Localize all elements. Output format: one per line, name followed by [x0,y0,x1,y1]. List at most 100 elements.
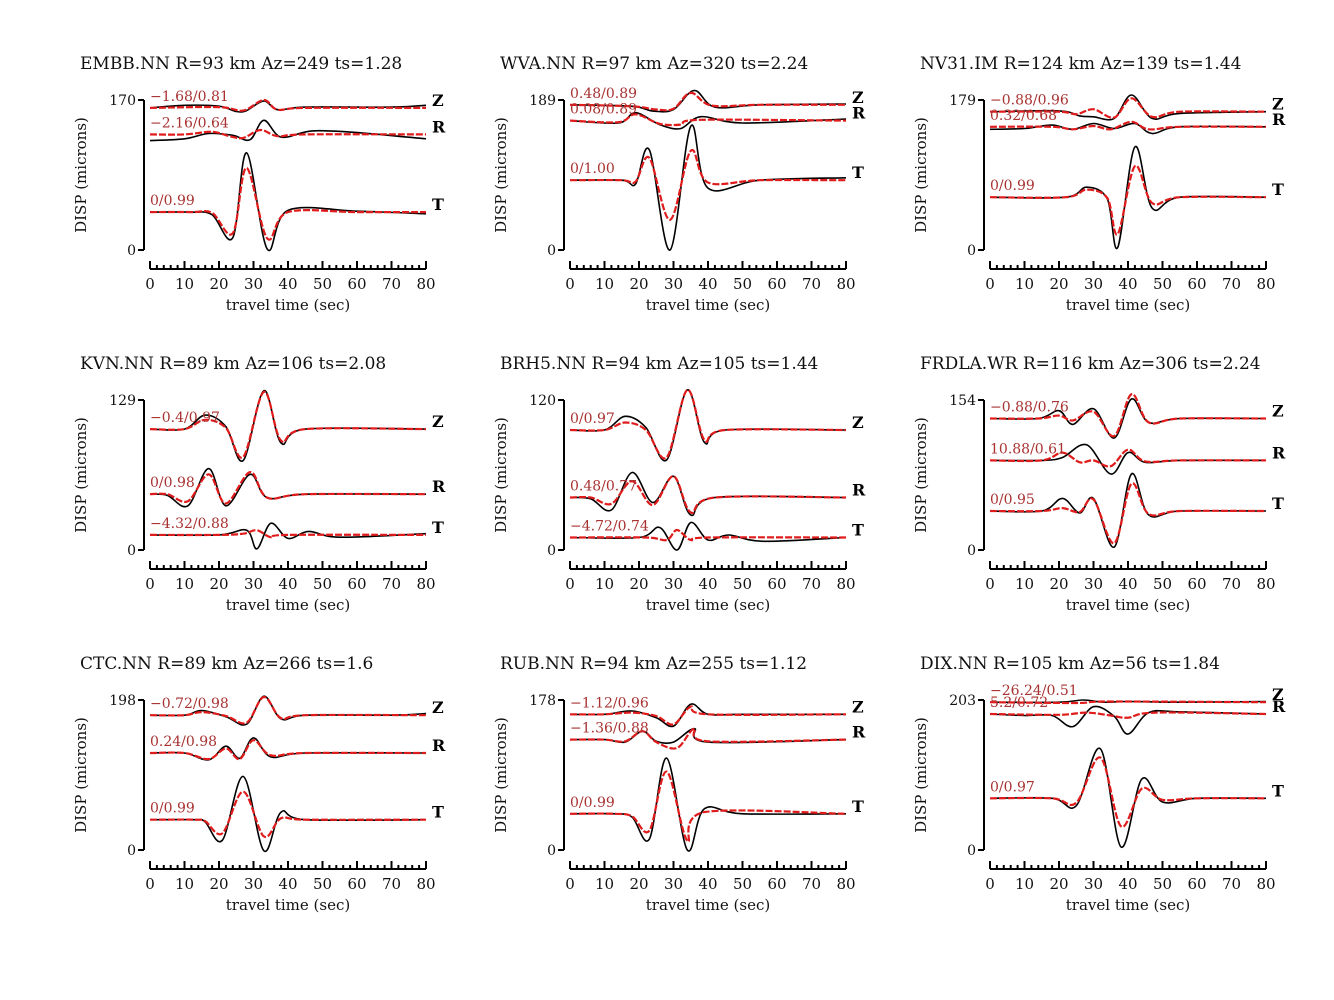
trace-annotation: −0.88/0.96 [990,93,1069,109]
panel-2: WVA.NN R=97 km Az=320 ts=2.24 189 0 DISP (m… [492,54,866,314]
component-label-t: T [1272,494,1284,513]
observed-trace-t [569,124,847,251]
synthetic-trace-z [569,91,847,112]
component-label-z: Z [1272,95,1284,114]
panel-title: NV31.IM R=124 km Az=139 ts=1.44 [920,54,1241,74]
x-tick-label: 70 [802,275,821,293]
synthetic-trace-z [149,390,427,459]
panel-4: KVN.NN R=89 km Az=106 ts=2.08 129 0 DISP (m… [72,354,446,614]
y-axis-label: DISP (microns) [492,417,510,533]
observed-trace-r [569,471,847,517]
x-tick-label: 70 [802,575,821,593]
component-label-z: Z [432,698,444,717]
x-tick-label: 30 [664,275,683,293]
component-label-t: T [432,518,444,537]
x-tick-label: 20 [629,575,648,593]
component-label-z: Z [432,91,444,110]
x-tick-label: 80 [416,575,435,593]
y-tick-label-max: 179 [949,93,976,109]
trace-annotation: 0.24/0.98 [150,734,217,750]
y-axis-label: DISP (microns) [72,717,90,833]
x-tick-label: 40 [1118,275,1137,293]
component-label-z: Z [852,88,864,107]
y-tick-label-max: 203 [949,693,976,709]
trace-annotation: 0/0.97 [990,779,1035,795]
observed-trace-t [149,152,427,252]
component-label-r: R [1272,697,1286,716]
x-axis-label: travel time (sec) [1066,896,1190,914]
trace-annotation: −1.12/0.96 [570,695,649,711]
component-label-t: T [1272,781,1284,800]
panel-title: RUB.NN R=94 km Az=255 ts=1.12 [500,654,807,674]
x-tick-label: 20 [1049,575,1068,593]
synthetic-trace-z [569,705,847,726]
component-label-t: T [432,195,444,214]
synthetic-trace-t [989,756,1267,828]
trace-annotation: 0.48/0.89 [570,86,637,102]
x-tick-label: 60 [347,875,366,893]
component-label-r: R [852,723,866,742]
panel-title: CTC.NN R=89 km Az=266 ts=1.6 [80,654,373,674]
x-axis-label: travel time (sec) [646,896,770,914]
x-tick-label: 60 [767,275,786,293]
synthetic-trace-z [149,98,427,112]
x-tick-label: 70 [1222,275,1241,293]
panel-title: DIX.NN R=105 km Az=56 ts=1.84 [920,654,1220,674]
trace-annotation: −1.68/0.81 [150,89,229,105]
x-tick-label: 40 [698,275,717,293]
y-tick-label-min: 0 [127,843,136,859]
y-tick-label-max: 129 [109,393,136,409]
y-tick-label-min: 0 [967,243,976,259]
x-axis-label: travel time (sec) [1066,596,1190,614]
x-tick-label: 10 [175,275,194,293]
x-tick-label: 50 [733,875,752,893]
y-axis-label: DISP (microns) [912,417,930,533]
trace-annotation: 0.08/0.89 [570,102,637,118]
x-tick-label: 30 [244,575,263,593]
x-tick-label: 80 [1256,275,1275,293]
x-tick-label: 0 [145,575,155,593]
y-tick-label-max: 120 [529,393,556,409]
x-tick-label: 10 [595,275,614,293]
x-tick-label: 70 [382,275,401,293]
x-tick-label: 70 [382,575,401,593]
y-tick-label-max: 154 [949,393,976,409]
x-tick-label: 80 [836,275,855,293]
trace-annotation: 0/0.99 [150,801,195,817]
panel-7: CTC.NN R=89 km Az=266 ts=1.6 198 0 DISP (mi… [72,654,446,914]
x-tick-label: 40 [278,875,297,893]
x-tick-label: 20 [629,275,648,293]
trace-annotation: 0/0.98 [150,475,195,491]
synthetic-trace-t [989,164,1267,236]
x-tick-label: 60 [1187,575,1206,593]
x-tick-label: 20 [209,275,228,293]
synthetic-trace-r [569,475,847,515]
panel-5: BRH5.NN R=94 km Az=105 ts=1.44 120 0 DISP (… [492,354,866,614]
component-label-t: T [852,521,864,540]
trace-annotation: 10.88/0.61 [990,441,1066,457]
observed-trace-r [569,111,847,130]
x-tick-label: 70 [382,875,401,893]
synthetic-trace-r [989,120,1267,131]
y-axis-label: DISP (microns) [72,417,90,533]
synthetic-trace-z [149,695,427,725]
trace-annotation: 0/0.99 [150,193,195,209]
component-label-z: Z [432,412,444,431]
synthetic-trace-r [149,471,427,505]
x-tick-label: 50 [313,275,332,293]
trace-annotation: 5.2/0.72 [990,695,1048,711]
x-tick-label: 50 [1153,575,1172,593]
x-tick-label: 50 [733,275,752,293]
x-tick-label: 0 [565,275,575,293]
x-tick-label: 30 [244,875,263,893]
observed-trace-t [569,521,847,551]
component-label-r: R [852,481,866,500]
y-axis-label: DISP (microns) [72,117,90,233]
x-tick-label: 50 [1153,875,1172,893]
synthetic-trace-r [149,739,427,761]
x-tick-label: 60 [347,275,366,293]
x-tick-label: 10 [1015,575,1034,593]
x-tick-label: 40 [278,575,297,593]
component-label-t: T [1272,180,1284,199]
